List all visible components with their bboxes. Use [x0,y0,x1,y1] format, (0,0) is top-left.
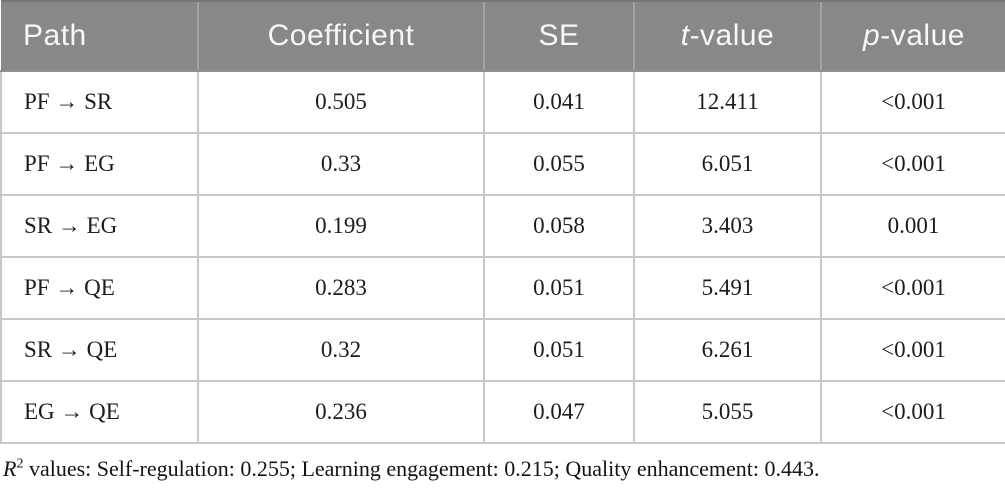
column-header-p-value: p-value [820,0,1005,72]
cell-path: SR → EG [0,194,199,258]
table-row: PF → QE 0.283 0.051 5.491 <0.001 [0,256,1005,320]
cell-p-value: <0.001 [820,380,1005,444]
column-header-t-value: t-value [633,0,821,72]
cell-path: PF → EG [0,132,199,196]
cell-se: 0.051 [483,256,635,320]
table-header: Path Coefficient SE t-value p-value [1,0,1005,72]
column-header-coefficient: Coefficient [197,0,484,72]
path-coefficients-table: Path Coefficient SE t-value p-value PF →… [0,0,1005,444]
footnote-text: values: Self-regulation: 0.255; Learning… [23,456,820,481]
cell-t-value: 6.051 [633,132,822,196]
cell-se: 0.051 [483,318,635,382]
cell-coefficient: 0.32 [197,318,485,382]
table-row: SR → QE 0.32 0.051 6.261 <0.001 [0,318,1005,382]
t-symbol: t [680,19,690,52]
cell-p-value: <0.001 [820,132,1005,196]
cell-p-value: <0.001 [820,318,1005,382]
cell-coefficient: 0.33 [197,132,485,196]
cell-coefficient: 0.199 [197,194,485,258]
cell-se: 0.058 [483,194,635,258]
table-row: SR → EG 0.199 0.058 3.403 0.001 [0,194,1005,258]
cell-p-value: <0.001 [820,71,1005,134]
header-row: Path Coefficient SE t-value p-value [1,0,1005,72]
cell-t-value: 5.491 [633,256,822,320]
cell-coefficient: 0.505 [197,71,485,134]
table-row: PF → SR 0.505 0.041 12.411 <0.001 [0,71,1005,134]
table-body: PF → SR 0.505 0.041 12.411 <0.001 PF → E… [0,71,1005,444]
table-row: EG → QE 0.236 0.047 5.055 <0.001 [0,380,1005,444]
r-symbol: R [3,456,17,481]
p-value-suffix: -value [880,19,965,52]
cell-t-value: 5.055 [633,380,822,444]
cell-t-value: 12.411 [633,71,822,134]
cell-se: 0.047 [483,380,635,444]
cell-t-value: 6.261 [633,318,822,382]
p-symbol: p [863,19,881,52]
cell-p-value: 0.001 [820,194,1005,258]
cell-se: 0.041 [483,71,635,134]
column-header-se: SE [483,0,634,72]
column-header-path: Path [1,0,198,72]
cell-t-value: 3.403 [633,194,822,258]
cell-path: SR → QE [0,318,199,382]
t-value-suffix: -value [689,19,775,52]
cell-p-value: <0.001 [820,256,1005,320]
r-superscript: 2 [16,456,24,472]
cell-se: 0.055 [483,132,635,196]
cell-path: PF → SR [0,71,199,134]
table-row: PF → EG 0.33 0.055 6.051 <0.001 [0,132,1005,196]
cell-path: EG → QE [0,380,199,444]
r-squared-footnote: R2 values: Self-regulation: 0.255; Learn… [3,456,1003,482]
cell-path: PF → QE [0,256,199,320]
cell-coefficient: 0.283 [197,256,485,320]
cell-coefficient: 0.236 [197,380,485,444]
